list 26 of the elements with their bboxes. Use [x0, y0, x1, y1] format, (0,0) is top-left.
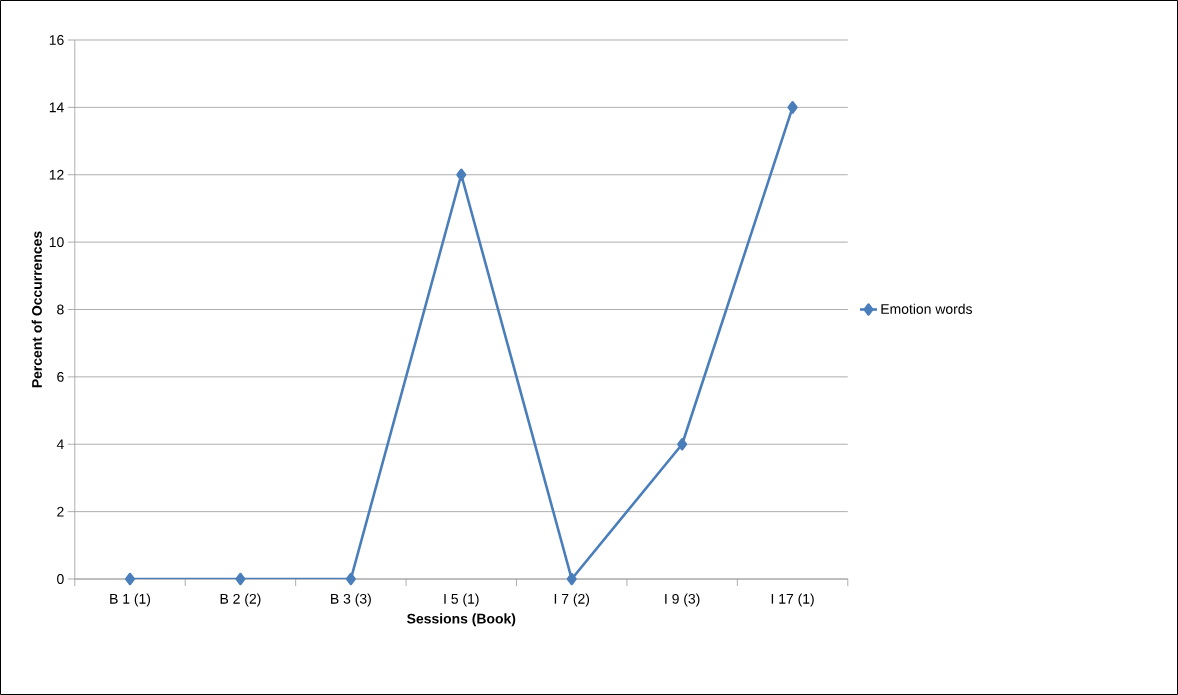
point — [566, 572, 577, 586]
y-axis-title: Percent of Occurrences — [31, 231, 42, 388]
y-tick-label: 14 — [49, 102, 64, 113]
y-tick-label: 0 — [57, 574, 64, 584]
point — [456, 168, 467, 182]
x-tick-label: B 3 (3) — [331, 593, 371, 607]
point — [345, 572, 356, 586]
x-tick-label: I 7 (2) — [554, 593, 590, 607]
x-tick-label: B 1 (1) — [110, 593, 151, 607]
y-tick-label: 12 — [49, 169, 64, 180]
point — [124, 572, 136, 586]
y-tick-label: 8 — [57, 304, 64, 315]
y-tick-label: 16 — [49, 35, 64, 45]
x-axis-title: Sessions (Book) — [407, 613, 516, 627]
point — [235, 572, 246, 586]
x-tick-label: B 2 (2) — [220, 593, 261, 607]
y-tick-label: 6 — [57, 371, 64, 382]
y-tick-label: 2 — [57, 506, 64, 517]
legend-label: Emotion words — [881, 303, 973, 314]
y-tick-label: 4 — [56, 439, 64, 450]
y-tick-label: 10 — [49, 237, 64, 248]
x-tick-label: I 17 (1) — [771, 593, 814, 607]
point — [787, 101, 798, 114]
point — [677, 437, 688, 451]
x-tick-label: I 9 (3) — [665, 593, 700, 607]
x-tick-label: I 5 (1) — [444, 593, 479, 607]
